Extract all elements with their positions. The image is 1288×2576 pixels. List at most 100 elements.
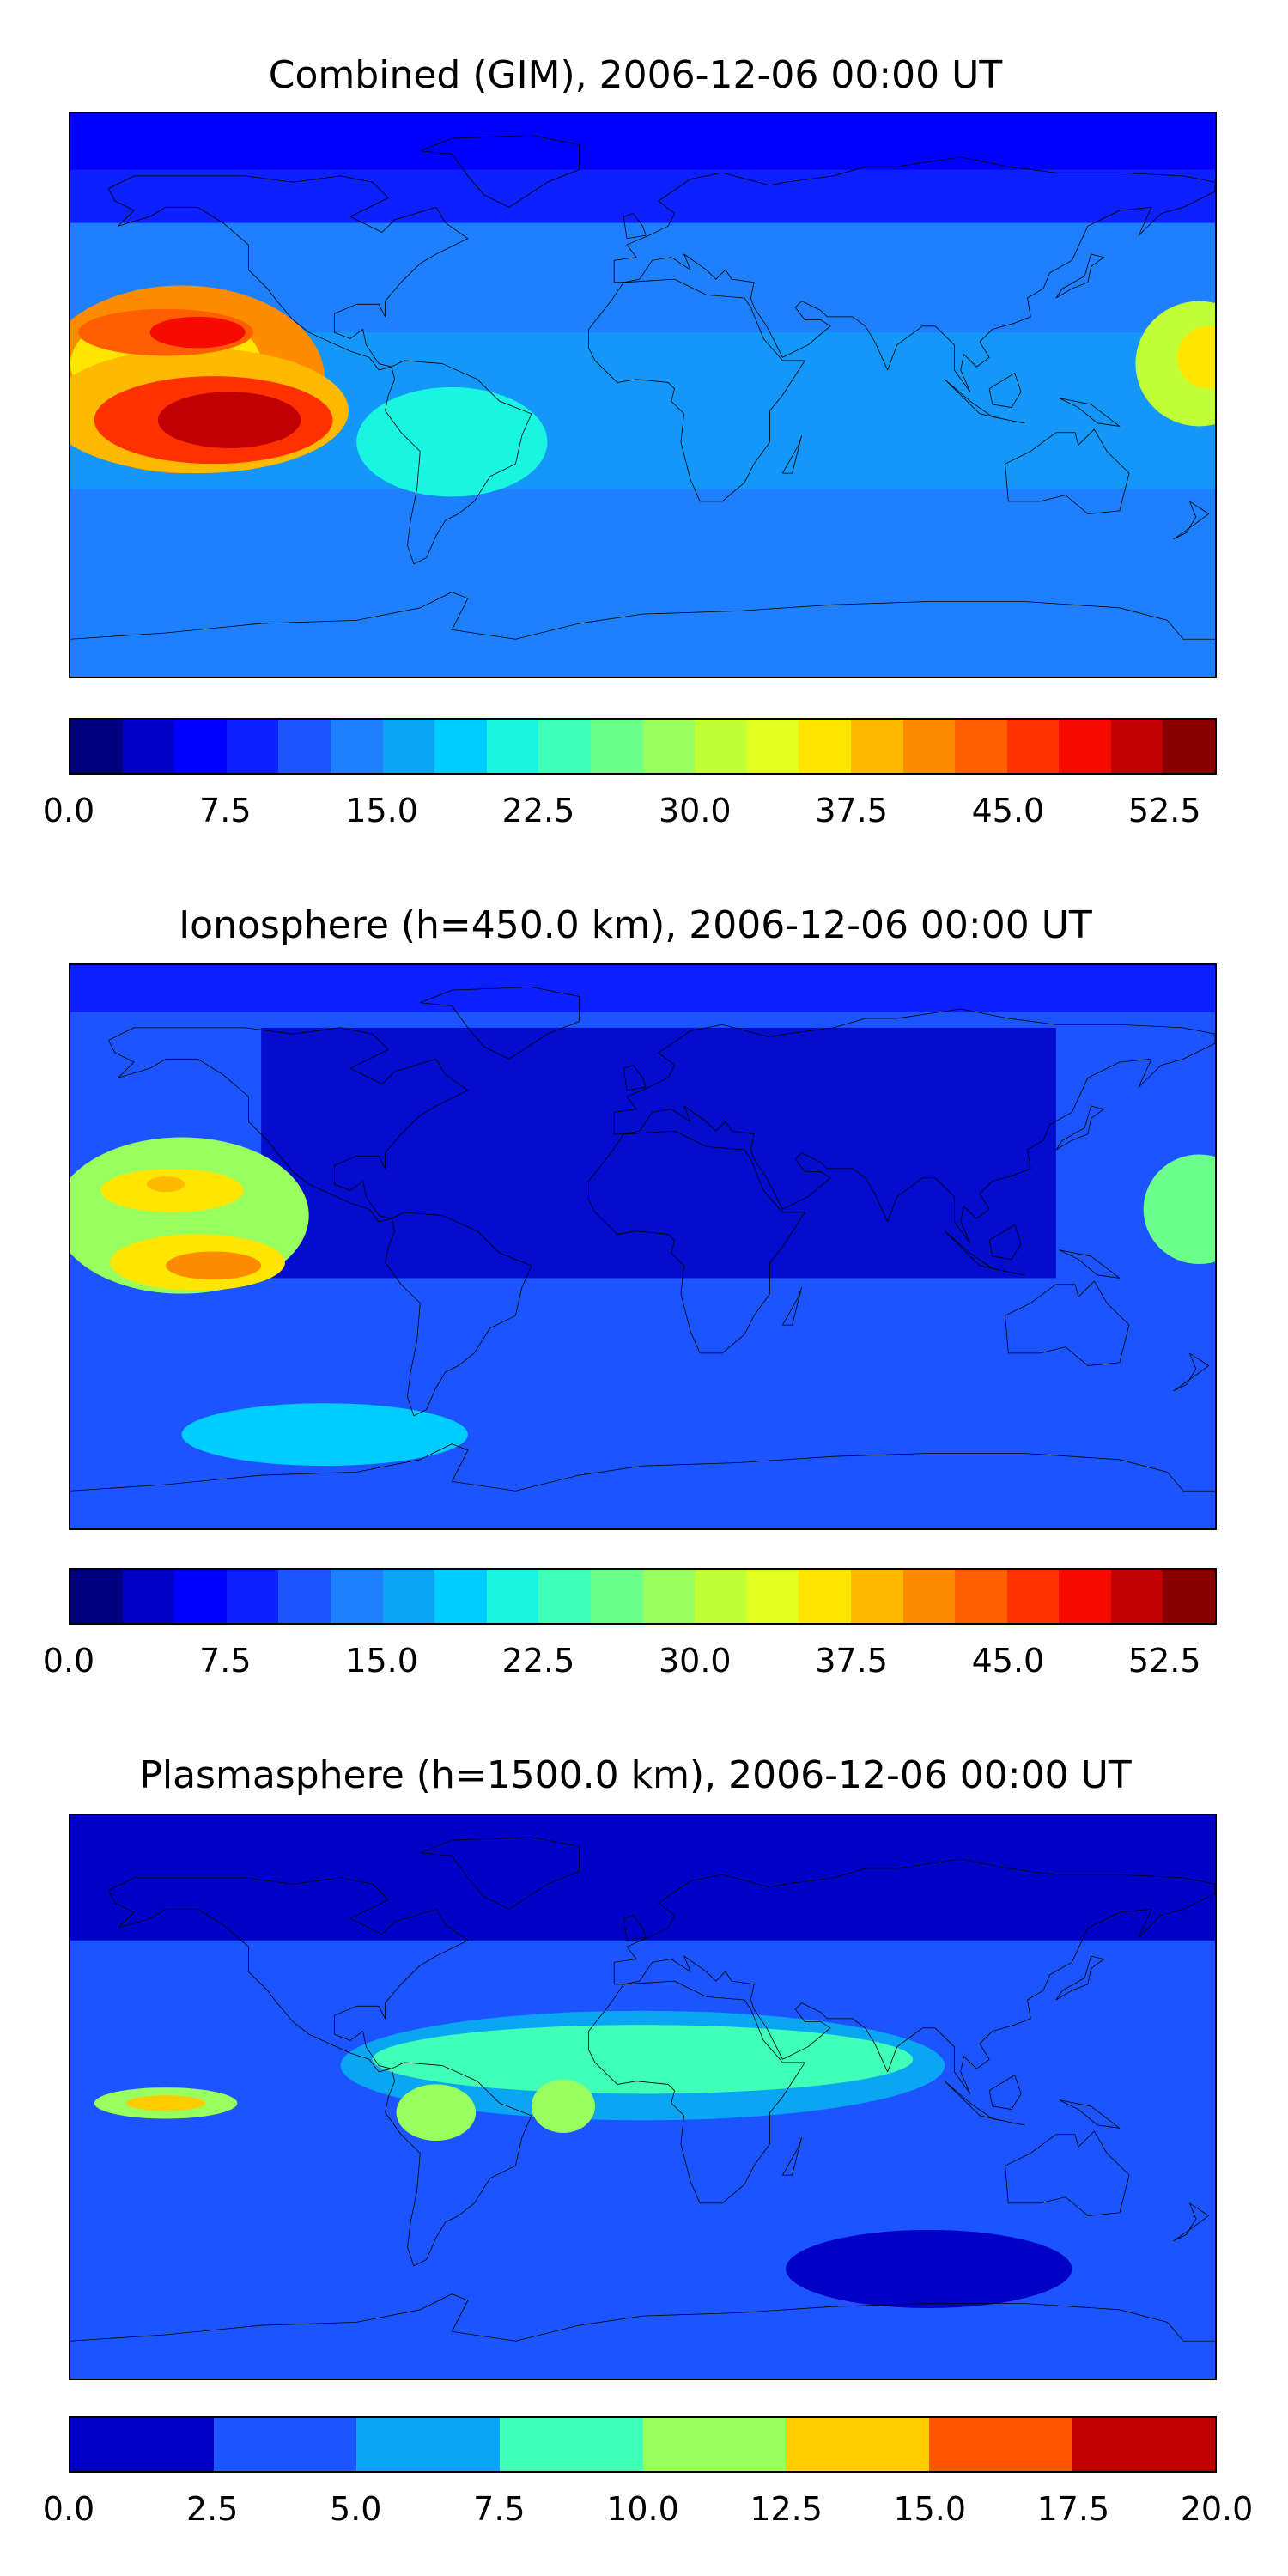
colorbar-segment xyxy=(486,720,539,773)
colorbar-segment xyxy=(122,720,175,773)
colorbar-tick-label: 30.0 xyxy=(658,792,732,829)
colorbar-segment xyxy=(1059,1570,1111,1623)
tec-contour-region xyxy=(181,1403,468,1467)
colorbar-segment xyxy=(434,1570,487,1623)
colorbar-segment xyxy=(499,2418,643,2471)
colorbar-tick-label: 12.5 xyxy=(750,2490,823,2528)
colorbar-segment xyxy=(902,720,956,773)
colorbar-segment xyxy=(122,1570,175,1623)
colorbar-tick-label: 7.5 xyxy=(199,792,252,829)
colorbar-segment xyxy=(928,2418,1072,2471)
coastline xyxy=(945,1231,1024,1275)
coastline xyxy=(420,987,579,1060)
colorbar-segment xyxy=(1163,1570,1215,1623)
colorbar-segment xyxy=(902,1570,956,1623)
coastline xyxy=(386,1212,532,1416)
coastline xyxy=(589,279,805,501)
coastline xyxy=(1005,2131,1129,2215)
colorbar-segment xyxy=(330,720,383,773)
colorbar-segment xyxy=(486,1570,539,1623)
colorbar-segment xyxy=(1059,720,1111,773)
colorbar-ticks-ionosphere: 0.0 7.5 15.0 22.5 30.0 37.5 45.0 52.5 xyxy=(43,1633,1217,1680)
colorbar-tick-label: 45.0 xyxy=(971,1642,1045,1680)
map-polar-band xyxy=(70,1815,1215,1941)
colorbar-segment xyxy=(70,2418,214,2471)
colorbar-segment xyxy=(1163,720,1215,773)
colorbar-tick-label: 52.5 xyxy=(1127,1642,1201,1680)
colorbar-segment xyxy=(538,720,591,773)
map-low-region xyxy=(261,1027,1056,1279)
tec-contour-region xyxy=(157,392,301,448)
coastline xyxy=(782,2137,801,2175)
colorbar-segment xyxy=(590,1570,643,1623)
colorbar-tick-label: 17.5 xyxy=(1036,2490,1110,2528)
coastline xyxy=(945,380,1024,423)
coastline xyxy=(420,1838,579,1910)
colorbar-segment xyxy=(174,1570,227,1623)
colorbar-combined xyxy=(69,718,1217,775)
colorbar-segment xyxy=(1006,1570,1060,1623)
coastline xyxy=(386,2063,532,2266)
coastline xyxy=(945,2081,1024,2125)
coastlines xyxy=(70,136,1215,640)
coastline xyxy=(1174,2203,1209,2241)
colorbar-tick-label: 15.0 xyxy=(345,1642,418,1680)
colorbar-segment xyxy=(174,720,227,773)
colorbar-segment xyxy=(1072,2418,1215,2471)
colorbar-tick-label: 15.0 xyxy=(893,2490,967,2528)
coastline xyxy=(623,1916,646,1941)
coastline xyxy=(614,1009,1215,1243)
colorbar-segment xyxy=(695,720,747,773)
map-title-ionosphere: Ionosphere (h=450.0 km), 2006-12-06 00:0… xyxy=(179,903,1092,947)
coastline xyxy=(989,373,1021,407)
colorbar-segment xyxy=(538,1570,591,1623)
colorbar-segment xyxy=(642,2418,787,2471)
colorbar-tick-label: 0.0 xyxy=(42,1642,95,1680)
tec-contour-region xyxy=(1143,1154,1215,1265)
colorbar-ticks-combined: 0.0 7.5 15.0 22.5 30.0 37.5 45.0 52.5 xyxy=(43,783,1217,829)
coastline xyxy=(1005,429,1129,513)
colorbar-ticks-plasmasphere: 0.0 2.5 5.0 7.5 10.0 12.5 15.0 17.5 20.0 xyxy=(43,2482,1254,2528)
coastlines xyxy=(70,987,1215,1492)
map-svg-plasmasphere xyxy=(70,1815,1215,2379)
colorbar-segment xyxy=(695,1570,747,1623)
coastline xyxy=(70,2294,1215,2342)
colorbar-tick-label: 37.5 xyxy=(815,1642,888,1680)
colorbar-segment xyxy=(642,720,696,773)
tec-contour-region xyxy=(125,2095,206,2111)
map-polar-band xyxy=(70,113,1215,170)
colorbar-tick-label: 15.0 xyxy=(345,792,418,829)
colorbar-segment xyxy=(70,1570,123,1623)
colorbar-segment xyxy=(590,720,643,773)
coastline xyxy=(1056,1106,1104,1150)
map-title-plasmasphere: Plasmasphere (h=1500.0 km), 2006-12-06 0… xyxy=(139,1753,1132,1797)
colorbar-segment xyxy=(356,2418,500,2471)
tec-map-combined xyxy=(69,112,1217,678)
coastline xyxy=(1056,254,1104,298)
colorbar-segment xyxy=(382,720,435,773)
coastline xyxy=(420,136,579,208)
tec-contour-region xyxy=(372,2025,914,2094)
coastline xyxy=(589,1131,805,1353)
colorbar-tick-label: 10.0 xyxy=(606,2490,679,2528)
tec-contour-region xyxy=(149,316,246,349)
colorbar-segment xyxy=(70,720,123,773)
colorbar-segment xyxy=(434,720,487,773)
map-polar-band xyxy=(70,965,1215,1012)
coastline xyxy=(989,1224,1021,1259)
map-svg-ionosphere xyxy=(70,965,1215,1528)
colorbar-tick-label: 45.0 xyxy=(971,792,1045,829)
coastline xyxy=(589,1981,805,2203)
tec-contour-region xyxy=(396,2084,477,2142)
coastline xyxy=(623,1066,646,1091)
colorbar-tick-label: 0.0 xyxy=(42,792,95,829)
coastline xyxy=(108,1878,467,2072)
coastline xyxy=(108,1028,467,1222)
colorbar-tick-label: 7.5 xyxy=(199,1642,252,1680)
coastline xyxy=(1005,1281,1129,1365)
colorbar-tick-label: 52.5 xyxy=(1127,792,1201,829)
tec-map-plasmasphere xyxy=(69,1814,1217,2380)
colorbar-ionosphere xyxy=(69,1568,1217,1625)
colorbar-segment xyxy=(746,1570,799,1623)
colorbar-plasmasphere xyxy=(69,2416,1217,2473)
